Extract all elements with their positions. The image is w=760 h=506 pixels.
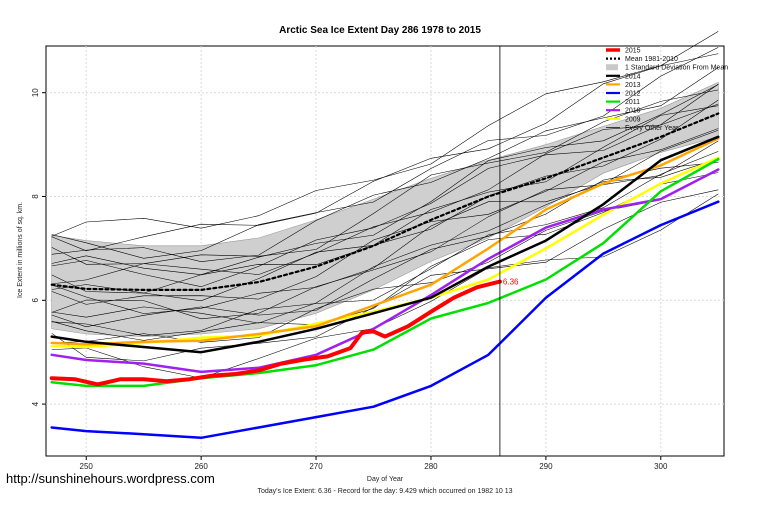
- legend-label: 2015: [625, 48, 641, 55]
- watermark-url: http://sunshinehours.wordpress.com: [6, 471, 215, 486]
- x-tick-label: 250: [80, 462, 94, 471]
- every-other-year-line: [51, 128, 719, 305]
- series-line-2015: [49, 279, 502, 387]
- y-tick-label: 6: [31, 298, 40, 303]
- x-tick-label: 290: [539, 462, 553, 471]
- legend-label: 2012: [625, 91, 641, 98]
- legend-label: Every Other Year: [625, 125, 679, 132]
- x-tick-label: 260: [194, 462, 208, 471]
- legend-label: 2011: [625, 99, 640, 106]
- y-tick-label: 10: [31, 88, 40, 97]
- every-other-year-line: [51, 151, 719, 336]
- x-axis-label: Day of Year: [367, 476, 404, 483]
- legend-label: 2010: [625, 108, 641, 115]
- legend-label: 1 Standard Deviation From Mean: [625, 65, 728, 72]
- y-tick-label: 8: [31, 194, 40, 199]
- chart-title: Arctic Sea Ice Extent Day 286 1978 to 20…: [279, 25, 481, 36]
- legend-swatch: [606, 64, 618, 71]
- every-other-year-line: [51, 158, 719, 324]
- series-line-2013: [50, 137, 720, 346]
- every-other-year-lines: [51, 31, 719, 379]
- x-axis-ticks: 250 260 270 280 290 300: [80, 456, 668, 471]
- std-dev-band: [51, 81, 719, 337]
- series-line-2012: [50, 200, 720, 440]
- legend-label: 2009: [625, 116, 641, 123]
- every-other-year-line: [51, 162, 719, 328]
- every-other-year-line: [51, 168, 719, 344]
- series-line-2014: [50, 135, 720, 354]
- y-axis-ticks: 4 6 8 10: [31, 88, 46, 406]
- every-other-year-line: [51, 84, 719, 275]
- footer-record-text: Today's Ice Extent: 6.36 - Record for th…: [257, 488, 512, 495]
- every-other-year-line: [51, 31, 719, 237]
- legend-label: 2014: [625, 73, 641, 80]
- current-value-label: 6.36: [503, 278, 519, 287]
- every-other-year-line: [51, 189, 719, 362]
- every-other-year-line: [51, 47, 719, 259]
- every-other-year-line: [51, 105, 719, 294]
- every-other-year-line: [51, 83, 719, 287]
- every-other-year-line: [51, 172, 719, 341]
- legend-label: Mean 1981-2010: [625, 56, 678, 63]
- every-other-year-line: [51, 67, 719, 262]
- x-tick-label: 280: [424, 462, 438, 471]
- series-line-mean-1981-2010: [50, 112, 720, 291]
- legend-label: 2013: [625, 82, 641, 89]
- series-lines: [49, 112, 720, 440]
- every-other-year-line: [51, 53, 719, 252]
- series-line-2010: [50, 168, 720, 374]
- plot-area: [45, 45, 725, 457]
- y-tick-label: 4: [31, 401, 40, 406]
- every-other-year-line: [51, 89, 719, 265]
- series-line-2011: [50, 157, 720, 388]
- x-tick-label: 270: [309, 462, 323, 471]
- x-tick-label: 300: [654, 462, 668, 471]
- y-axis-label: Ice Extent in millions of sq. km.: [17, 202, 24, 298]
- std-dev-band-area: [51, 81, 719, 337]
